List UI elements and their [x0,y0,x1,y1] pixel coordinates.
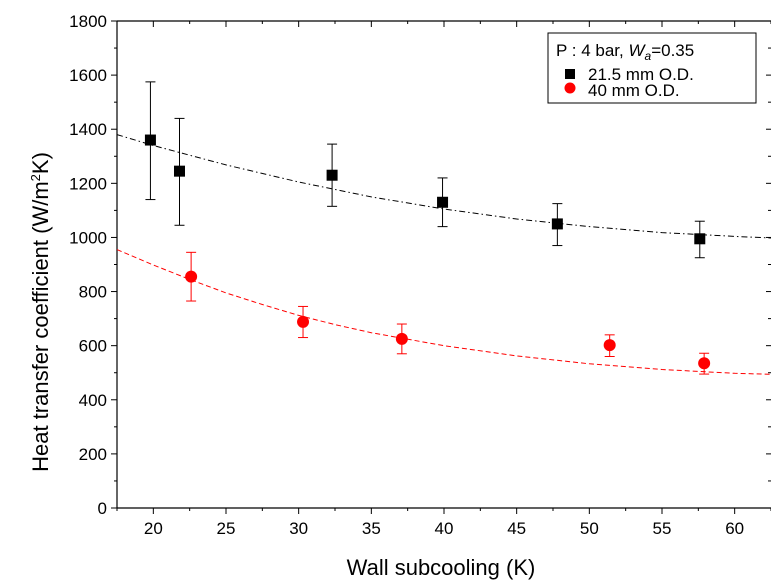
y-tick-label: 400 [79,391,107,410]
y-tick-label: 1200 [69,174,107,193]
y-axis-title: Heat transfer coefficient (W/m2K) [28,152,53,472]
legend-marker-21-5mm [565,69,575,79]
data-point-series-0 [694,233,706,245]
y-tick-label: 1800 [69,12,107,31]
fit-curves [116,134,771,375]
data-point-series-1 [185,270,198,283]
data-point-series-0 [551,218,563,230]
data-markers [144,134,711,370]
data-point-series-0 [173,165,185,177]
axes: 20 25 30 35 40 45 50 55 600200400600800100012001… [69,12,771,538]
y-tick-label: 600 [79,337,107,356]
data-point-series-1 [698,357,711,370]
x-tick-label: 25 [217,519,236,538]
data-point-series-0 [437,196,449,208]
x-tick-label: 30 [289,519,308,538]
y-tick-label: 0 [98,499,107,518]
x-tick-label: 50 [580,519,599,538]
data-point-series-0 [326,169,338,181]
x-tick-label: 60 [725,519,744,538]
y-tick-label: 1000 [69,228,107,247]
y-tick-label: 1400 [69,120,107,139]
x-tick-label: 20 [144,519,163,538]
y-tick-label: 1600 [69,66,107,85]
y-axis-title-superscript: 2 [28,174,43,181]
y-axis-title-end: K) [28,152,53,174]
legend: P : 4 bar, Wa=0.35 21.5 mm O.D. 40 mm O.… [547,32,757,104]
x-axis-title: Wall subcooling (K) [347,555,536,580]
data-point-series-1 [395,332,408,345]
x-tick-label: 45 [507,519,526,538]
data-point-series-1 [603,339,616,352]
error-bars [145,81,710,375]
x-tick-label: 40 [435,519,454,538]
data-point-series-0 [144,134,156,146]
legend-title: P : 4 bar, Wa=0.35 [556,41,694,63]
fit-curve-series-0 [116,134,771,239]
y-tick-label: 800 [79,283,107,302]
legend-box [547,32,757,104]
x-tick-label: 35 [362,519,381,538]
legend-label-40mm: 40 mm O.D. [588,81,680,100]
fit-curve-series-1 [116,249,771,375]
x-tick-label: 55 [653,519,672,538]
legend-label-21-5mm: 21.5 mm O.D. [588,65,694,84]
data-point-series-1 [297,315,310,328]
legend-marker-40mm [564,82,576,94]
y-tick-label: 200 [79,445,107,464]
